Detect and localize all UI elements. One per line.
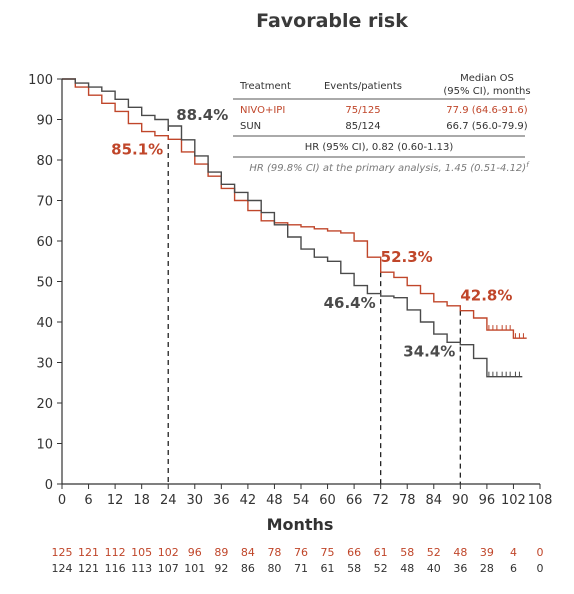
risk-count-sun: 80 [267,562,281,575]
risk-count-nivo: 39 [480,546,494,559]
annotation-label: 85.1% [111,140,163,158]
y-tick-label: 40 [36,316,53,331]
risk-count-nivo: 66 [347,546,361,559]
risk-count-sun: 6 [510,562,517,575]
table-row-sun-treatment: SUN [240,121,261,132]
risk-count-sun: 113 [131,562,152,575]
risk-count-sun: 58 [347,562,361,575]
risk-count-sun: 52 [374,562,388,575]
risk-count-sun: 107 [158,562,179,575]
table-row-sun-events: 85/124 [345,121,380,132]
risk-count-sun: 28 [480,562,494,575]
percent-annotations: 88.4% 85.1% 52.3% 46.4% 42.8% 34.4% [111,106,512,361]
risk-count-sun: 48 [400,562,414,575]
risk-count-nivo: 78 [267,546,281,559]
y-tick-label: 60 [36,235,53,250]
risk-count-sun: 36 [453,562,467,575]
x-tick-label: 54 [293,493,310,508]
y-tick-label: 20 [36,397,53,412]
x-tick-label: 108 [528,493,553,508]
x-tick-label: 96 [479,493,496,508]
risk-count-sun: 0 [537,562,544,575]
risk-count-nivo: 61 [374,546,388,559]
x-tick-label: 84 [426,493,443,508]
y-tick-label: 30 [36,357,53,372]
annotation-label: 42.8% [460,287,512,305]
series-line-nivo-ipi [62,78,527,339]
risk-count-nivo: 52 [427,546,441,559]
y-tick-label: 0 [45,478,53,493]
x-tick-label: 24 [160,493,177,508]
table-hr-primary: HR (99.8% CI) at the primary analysis, 1… [249,161,530,174]
table-footnote-mark: f [526,161,530,169]
risk-count-nivo: 89 [214,546,228,559]
table-header-median: Median OS [460,73,514,84]
risk-count-nivo: 76 [294,546,308,559]
y-tick-label: 50 [36,276,53,291]
number-at-risk: 125 121 112 105 102 96 89 84 78 76 75 66 61 58 52 48 39 4… [52,546,544,575]
risk-count-nivo: 105 [131,546,152,559]
x-axis-title: Months [267,515,334,534]
table-hr: HR (95% CI), 0.82 (0.60-1.13) [305,142,454,153]
risk-count-nivo: 125 [52,546,73,559]
risk-count-sun: 61 [321,562,335,575]
table-hr-primary-text: HR (99.8% CI) at the primary analysis, 1… [249,163,526,174]
risk-count-sun: 71 [294,562,308,575]
annotation-label: 34.4% [403,343,455,361]
x-tick-label: 42 [240,493,257,508]
x-tick-label: 18 [133,493,150,508]
x-tick-label: 72 [372,493,389,508]
x-tick-label: 36 [213,493,230,508]
risk-count-sun: 92 [214,562,228,575]
risk-count-nivo: 96 [188,546,202,559]
risk-count-nivo: 121 [78,546,99,559]
risk-count-sun: 40 [427,562,441,575]
x-tick-label: 66 [346,493,363,508]
summary-table: Treatment Events/patients Median OS (95%… [233,73,531,174]
risk-count-nivo: 112 [105,546,126,559]
x-tick-label: 48 [266,493,283,508]
risk-count-nivo: 75 [321,546,335,559]
risk-count-sun: 116 [105,562,126,575]
x-tick-label: 90 [452,493,469,508]
y-tick-label: 70 [36,195,53,210]
risk-count-sun: 124 [52,562,73,575]
risk-count-nivo: 48 [453,546,467,559]
series-line-sun [62,78,523,378]
y-tick-label: 10 [36,438,53,453]
risk-count-sun: 121 [78,562,99,575]
axes: 0 10 20 30 40 50 60 70 80 90 100 0 6 12 18 24 30 36 42 48 54… [28,73,552,508]
risk-count-sun: 101 [184,562,205,575]
x-tick-label: 12 [107,493,124,508]
risk-count-nivo: 102 [158,546,179,559]
table-header-events: Events/patients [324,81,402,92]
reference-lines [167,125,461,484]
table-row-nivo-median: 77.9 (64.6-91.6) [446,105,527,116]
table-row-nivo-treatment: NIVO+IPI [240,105,285,116]
y-tick-label: 100 [28,73,53,88]
annotation-label: 88.4% [176,106,228,124]
risk-count-nivo: 58 [400,546,414,559]
risk-count-nivo: 4 [510,546,517,559]
annotation-label: 46.4% [324,294,376,312]
x-tick-label: 0 [58,493,66,508]
x-tick-label: 78 [399,493,416,508]
table-row-sun-median: 66.7 (56.0-79.9) [446,121,527,132]
table-header-ci: (95% CI), months [443,86,530,97]
x-tick-label: 6 [84,493,92,508]
x-tick-label: 102 [501,493,526,508]
risk-count-sun: 86 [241,562,255,575]
x-tick-label: 30 [187,493,204,508]
x-tick-label: 60 [319,493,336,508]
table-row-nivo-events: 75/125 [345,105,380,116]
chart-title: Favorable risk [256,10,408,32]
table-header-treatment: Treatment [239,81,291,92]
y-tick-label: 90 [36,114,53,129]
survival-curves [62,78,527,378]
risk-count-nivo: 0 [537,546,544,559]
risk-count-nivo: 84 [241,546,255,559]
y-tick-label: 80 [36,154,53,169]
annotation-label: 52.3% [381,248,433,266]
